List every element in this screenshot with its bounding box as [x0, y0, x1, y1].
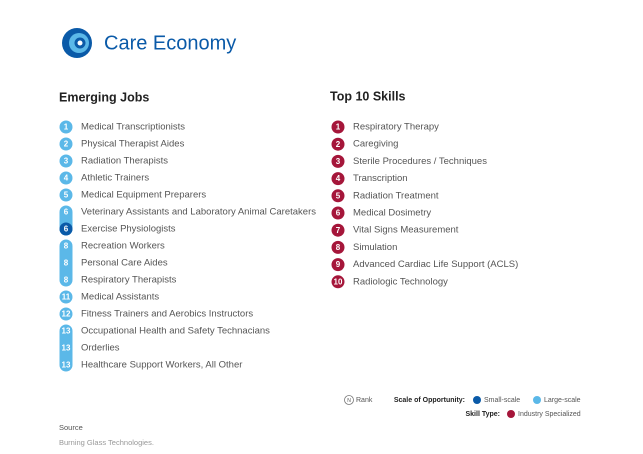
- section-title: Top 10 Skills: [330, 89, 406, 103]
- skill-title: Respiratory Therapy: [353, 122, 439, 133]
- job-title: Medical Transcriptionists: [81, 122, 185, 133]
- rank-number: 10: [334, 277, 343, 286]
- rank-number: 4: [336, 174, 341, 183]
- rank-badge: [59, 239, 73, 287]
- legend-label: Rank: [356, 397, 373, 404]
- job-title: Athletic Trainers: [81, 173, 149, 184]
- rank-number: 9: [336, 260, 341, 269]
- job-title: Recreation Workers: [81, 241, 165, 252]
- section-title: Emerging Jobs: [59, 90, 149, 104]
- job-title: Personal Care Aides: [81, 258, 168, 269]
- rank-number: 8: [64, 259, 69, 268]
- rank-number: 3: [64, 157, 69, 166]
- rank-number: 5: [64, 191, 69, 200]
- rank-badge: [331, 223, 345, 237]
- rank-badge: [59, 324, 73, 372]
- rank-badge: [331, 275, 345, 289]
- rank-badge: [59, 120, 73, 134]
- rank-number: 13: [62, 344, 71, 353]
- job-title: Radiation Therapists: [81, 156, 168, 167]
- skill-title: Advanced Cardiac Life Support (ACLS): [353, 259, 518, 270]
- rank-badge: [331, 189, 345, 203]
- rank-number: 5: [336, 191, 341, 200]
- source-label: Source: [59, 423, 83, 432]
- skill-title: Sterile Procedures / Techniques: [353, 156, 487, 167]
- logo: [62, 28, 92, 58]
- job-title: Fitness Trainers and Aerobics Instructor…: [81, 309, 253, 320]
- job-title: Physical Therapist Aides: [81, 139, 185, 150]
- skill-title: Simulation: [353, 242, 397, 253]
- job-title: Orderlies: [81, 343, 120, 354]
- rank-number: 3: [336, 157, 341, 166]
- rank-number: 13: [62, 327, 71, 336]
- legend-label: Industry Specialized: [518, 411, 581, 418]
- rank-badge: [331, 206, 345, 220]
- legend: N Rank Scale of Opportunity: Small-scale…: [344, 395, 581, 418]
- rank-badge: [331, 120, 345, 134]
- rank-badge: [59, 171, 73, 185]
- page-title: Care Economy: [104, 32, 236, 54]
- job-title: Medical Assistants: [81, 292, 159, 303]
- job-title: Healthcare Support Workers, All Other: [81, 360, 242, 371]
- rank-number: 8: [64, 242, 69, 251]
- rank-number: 6: [336, 209, 341, 218]
- rank-badge: [59, 137, 73, 151]
- rank-number: 2: [64, 140, 69, 149]
- rank-number: 13: [62, 361, 71, 370]
- rank-number: 1: [64, 123, 69, 132]
- rank-number: 6: [64, 208, 69, 217]
- skill-title: Vital Signs Measurement: [353, 225, 459, 236]
- rank-number: 2: [336, 140, 341, 149]
- job-title: Medical Equipment Preparers: [81, 190, 206, 201]
- rank-number: 11: [62, 293, 71, 302]
- legend-symbol: N: [347, 398, 351, 404]
- rank-number: 8: [64, 276, 69, 285]
- rank-badge: [59, 188, 73, 202]
- rank-number: 6: [64, 225, 69, 234]
- rank-number: 7: [336, 226, 341, 235]
- rank-badge: [331, 137, 345, 151]
- rank-number: 1: [336, 123, 341, 132]
- job-title: Respiratory Therapists: [81, 275, 177, 286]
- rank-badge: [331, 154, 345, 168]
- legend-title: Scale of Opportunity:: [394, 397, 465, 404]
- rank-badge: [59, 154, 73, 168]
- rank-number: 8: [336, 243, 341, 252]
- source-text: Burning Glass Technologies.: [59, 438, 154, 447]
- skill-title: Radiation Treatment: [353, 190, 439, 201]
- rank-badge: [59, 307, 73, 321]
- legend-label: Large-scale: [544, 397, 581, 404]
- rank-number: 4: [64, 174, 69, 183]
- legend-title: Skill Type:: [466, 411, 501, 418]
- job-title: Occupational Health and Safety Technacia…: [81, 326, 270, 337]
- skill-title: Medical Dosimetry: [353, 208, 431, 219]
- skill-title: Radiologic Technology: [353, 276, 448, 287]
- rank-badge: [331, 258, 345, 272]
- rank-badge: [331, 240, 345, 254]
- skill-title: Caregiving: [353, 139, 398, 150]
- job-title: Veterinary Assistants and Laboratory Ani…: [81, 207, 316, 218]
- job-title: Exercise Physiologists: [81, 224, 176, 235]
- rank-badge: [59, 290, 73, 304]
- skill-title: Transcription: [353, 173, 408, 184]
- legend-label: Small-scale: [484, 397, 520, 404]
- rank-number: 12: [62, 310, 71, 319]
- rank-badge: [331, 172, 345, 186]
- rank-badge: [59, 222, 73, 236]
